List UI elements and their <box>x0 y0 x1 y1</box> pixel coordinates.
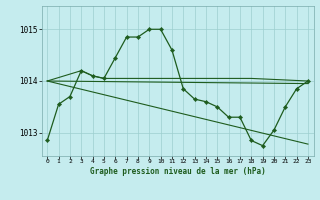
X-axis label: Graphe pression niveau de la mer (hPa): Graphe pression niveau de la mer (hPa) <box>90 167 266 176</box>
